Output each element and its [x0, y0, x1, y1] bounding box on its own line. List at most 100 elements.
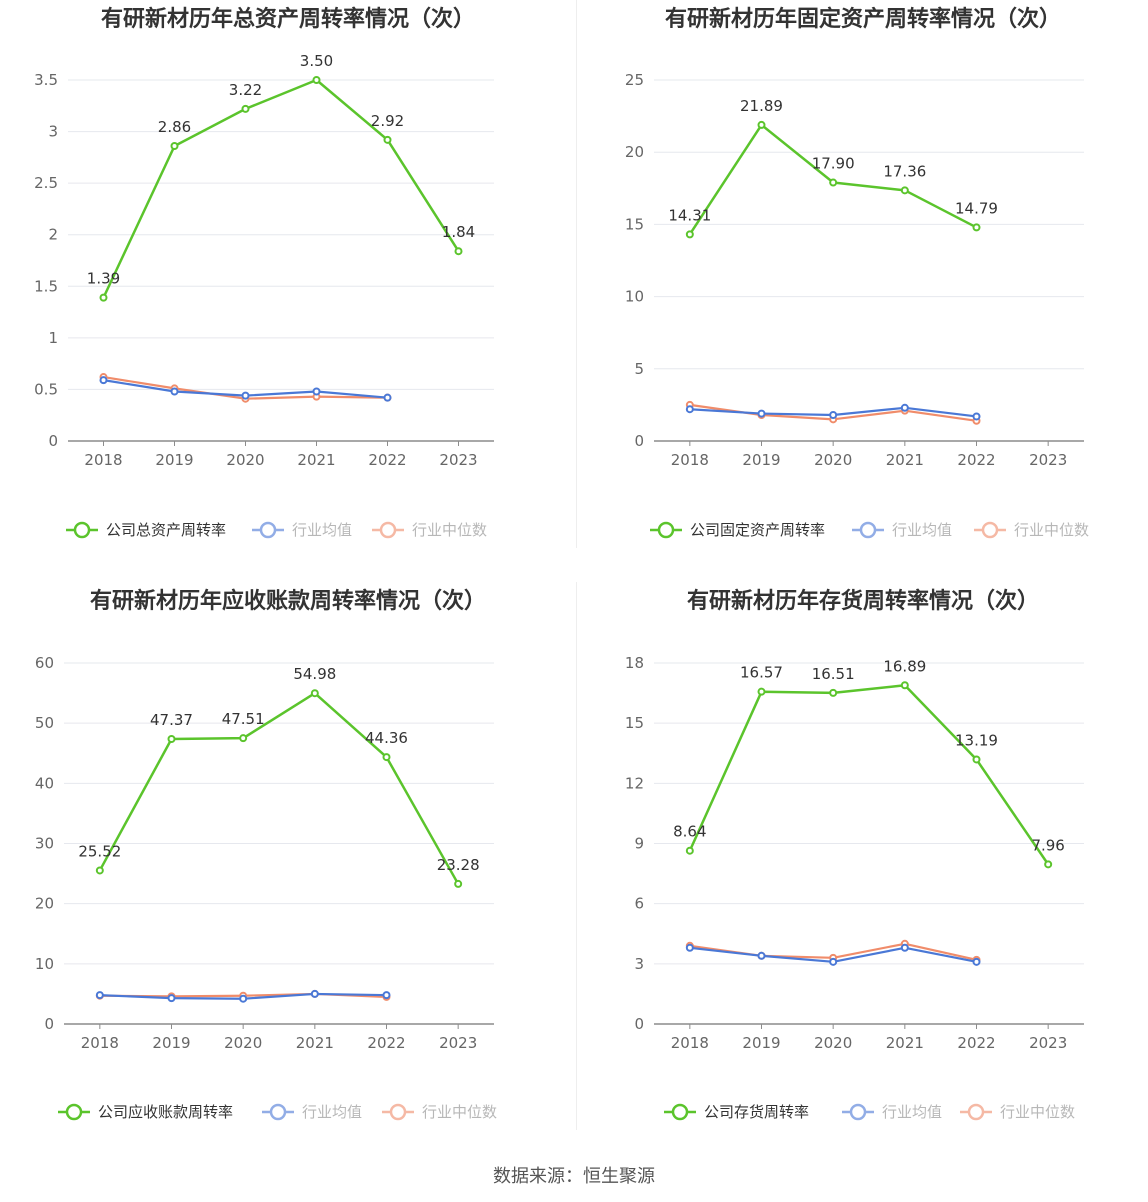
legend-item-average[interactable]: 行业均值 — [852, 521, 952, 539]
y-tick-label: 50 — [35, 714, 54, 732]
data-point-company — [312, 76, 321, 84]
legend-item-average[interactable]: 行业均值 — [262, 1103, 362, 1121]
series-line-company — [688, 684, 1050, 866]
y-tick-label: 0 — [634, 432, 644, 450]
legend-marker-icon — [981, 521, 999, 539]
data-point-average — [310, 989, 319, 998]
legend-label: 行业均值 — [292, 521, 352, 539]
legend-item-median[interactable]: 行业中位数 — [960, 1103, 1075, 1121]
chart-title: 有研新材历年存货周转率情况（次） — [687, 588, 1039, 614]
x-tick-label: 2020 — [814, 451, 852, 469]
x-tick-label: 2020 — [224, 1034, 262, 1052]
legend-item-company[interactable]: 公司总资产周转率 — [66, 521, 226, 539]
x-tick-label: 2019 — [742, 451, 780, 469]
y-tick-label: 10 — [35, 955, 54, 973]
panel-divider-vertical-bottom — [576, 582, 577, 1130]
data-point-company — [757, 687, 766, 696]
legend-item-median[interactable]: 行业中位数 — [372, 521, 487, 539]
data-point-company — [241, 104, 250, 113]
data-point-company — [972, 223, 981, 232]
legend-label: 行业中位数 — [1000, 1103, 1075, 1121]
y-tick-label: 0.5 — [34, 380, 58, 398]
legend-item-average[interactable]: 行业均值 — [842, 1103, 942, 1121]
data-point-average — [170, 387, 179, 396]
data-point-company — [757, 120, 766, 129]
data-point-average — [99, 376, 108, 385]
y-tick-label: 40 — [35, 774, 54, 792]
data-point-average — [685, 405, 694, 414]
x-tick-label: 2023 — [1029, 451, 1067, 469]
legend-label: 行业均值 — [882, 1103, 942, 1121]
y-tick-label: 3 — [634, 955, 644, 973]
data-label: 25.52 — [78, 842, 121, 860]
data-point-company — [685, 230, 694, 239]
data-point-company — [454, 879, 463, 888]
data-label: 21.89 — [740, 97, 783, 115]
data-point-company — [900, 186, 909, 195]
data-point-average — [241, 391, 250, 400]
chart-fixed-asset-turnover: 有研新材历年固定资产周转率情况（次） 0 5 10 15 20 25 2018 2019 2020… — [625, 6, 1089, 539]
data-point-company — [454, 247, 463, 256]
data-point-average — [829, 957, 838, 966]
legend-item-average[interactable]: 行业均值 — [252, 521, 352, 539]
data-label: 23.28 — [437, 856, 480, 874]
x-tick-label: 2020 — [814, 1034, 852, 1052]
data-label: 16.51 — [812, 665, 855, 683]
y-tick-label: 12 — [625, 774, 644, 792]
legend-item-median[interactable]: 行业中位数 — [974, 521, 1089, 539]
legend-marker-icon — [967, 1103, 985, 1121]
x-tick-label: 2022 — [367, 1034, 405, 1052]
data-label: 3.50 — [300, 52, 333, 70]
data-label: 17.36 — [883, 162, 926, 180]
chart-inventory-turnover: 有研新材历年存货周转率情况（次） 0 3 6 9 12 15 18 2018 2019 2020 20… — [625, 588, 1084, 1121]
legend-label: 公司固定资产周转率 — [690, 521, 825, 539]
x-tick-label: 2021 — [297, 451, 335, 469]
data-point-company — [382, 753, 391, 762]
chart-title: 有研新材历年应收账款周转率情况（次） — [90, 588, 486, 614]
x-tick-label: 2023 — [439, 1034, 477, 1052]
data-point-company — [972, 755, 981, 764]
data-point-average — [95, 991, 104, 1000]
chart-receivables-turnover: 有研新材历年应收账款周转率情况（次） 0 10 20 30 40 50 60 2018 2019 2… — [35, 588, 497, 1121]
x-tick-label: 2019 — [152, 1034, 190, 1052]
data-label: 14.79 — [955, 199, 998, 217]
data-point-company — [829, 178, 838, 187]
data-label: 2.86 — [158, 118, 191, 136]
legend-label: 公司总资产周转率 — [106, 521, 226, 539]
data-point-average — [312, 387, 321, 396]
x-tick-label: 2018 — [84, 451, 122, 469]
data-label: 16.57 — [740, 664, 783, 682]
legend-marker-icon — [849, 1103, 867, 1121]
legend-marker-icon — [269, 1103, 287, 1121]
x-tick-label: 2021 — [886, 451, 924, 469]
x-tick-label: 2020 — [226, 451, 264, 469]
x-tick-label: 2018 — [671, 1034, 709, 1052]
x-tick-label: 2019 — [742, 1034, 780, 1052]
data-point-company — [900, 681, 909, 690]
y-tick-label: 20 — [625, 143, 644, 161]
legend-marker-icon — [859, 521, 877, 539]
legend-item-company[interactable]: 公司应收账款周转率 — [58, 1103, 233, 1121]
data-label: 47.37 — [150, 711, 193, 729]
y-tick-label: 25 — [625, 71, 644, 89]
data-point-average — [900, 943, 909, 952]
legend-item-company[interactable]: 公司存货周转率 — [664, 1103, 809, 1121]
data-label: 16.89 — [883, 657, 926, 675]
x-tick-label: 2022 — [957, 1034, 995, 1052]
legend-item-company[interactable]: 公司固定资产周转率 — [650, 521, 825, 539]
legend-marker-icon — [259, 521, 277, 539]
x-tick-label: 2023 — [1029, 1034, 1067, 1052]
legend-label: 行业中位数 — [1014, 521, 1089, 539]
series-line-company — [98, 691, 460, 885]
y-tick-label: 60 — [35, 654, 54, 672]
legend-marker-icon — [671, 1103, 689, 1121]
y-tick-label: 20 — [35, 895, 54, 913]
y-tick-label: 0 — [634, 1015, 644, 1033]
panel-divider-vertical-top — [576, 0, 577, 548]
legend-label: 公司存货周转率 — [704, 1103, 809, 1121]
data-point-average — [167, 994, 176, 1003]
legend-label: 行业中位数 — [422, 1103, 497, 1121]
data-point-company — [1044, 860, 1053, 869]
y-tick-label: 1 — [48, 329, 58, 347]
legend-item-median[interactable]: 行业中位数 — [382, 1103, 497, 1121]
